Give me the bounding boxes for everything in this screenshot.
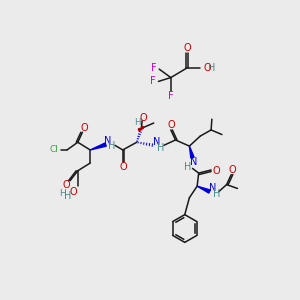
Text: F: F xyxy=(150,76,156,86)
Text: O: O xyxy=(139,112,147,123)
Text: N: N xyxy=(153,137,161,147)
Polygon shape xyxy=(197,186,210,193)
Text: F: F xyxy=(151,63,157,73)
Polygon shape xyxy=(90,143,106,150)
Text: O: O xyxy=(80,123,88,133)
Text: O: O xyxy=(62,180,70,190)
Text: O: O xyxy=(120,162,127,172)
Text: H: H xyxy=(134,118,141,127)
Text: O: O xyxy=(183,43,191,52)
Text: O: O xyxy=(69,187,77,196)
Text: H: H xyxy=(184,162,191,172)
Text: F: F xyxy=(168,91,174,101)
Text: O: O xyxy=(213,166,220,176)
Text: N: N xyxy=(209,184,216,194)
Text: O: O xyxy=(203,63,211,73)
Text: H: H xyxy=(157,143,164,153)
Polygon shape xyxy=(189,146,194,158)
Text: H: H xyxy=(213,189,220,199)
Text: H: H xyxy=(108,141,116,151)
Text: N: N xyxy=(104,136,112,146)
Text: H: H xyxy=(64,191,71,201)
Text: O: O xyxy=(168,120,176,130)
Text: H: H xyxy=(59,189,66,198)
Text: O: O xyxy=(228,165,236,175)
Text: Cl: Cl xyxy=(49,146,58,154)
Text: H: H xyxy=(208,63,215,73)
Text: N: N xyxy=(190,157,197,167)
